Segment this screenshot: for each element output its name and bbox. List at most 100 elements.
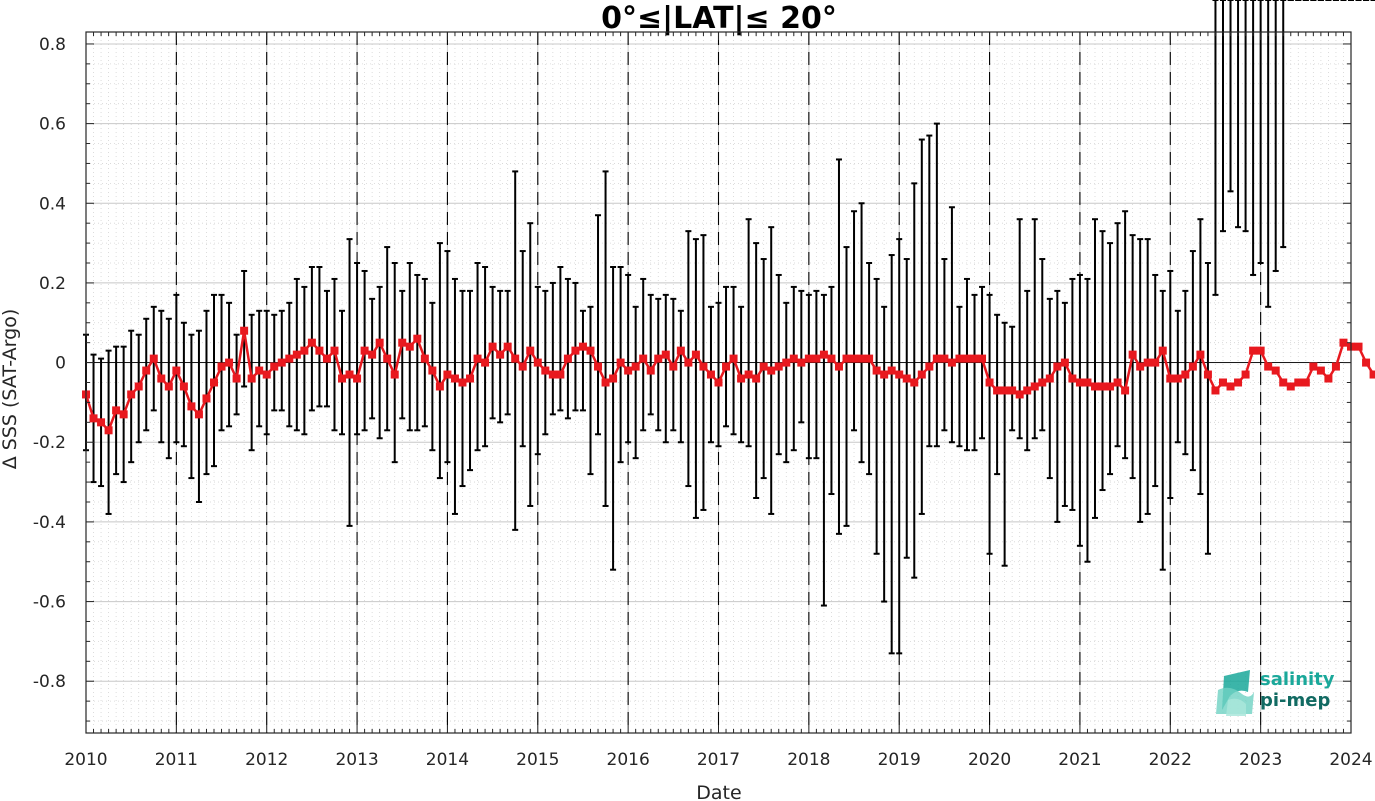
data-point	[240, 326, 249, 335]
data-point	[405, 342, 414, 351]
data-point	[1121, 386, 1130, 395]
data-point	[338, 374, 347, 383]
data-point	[910, 378, 919, 387]
data-point	[428, 366, 437, 375]
data-point	[563, 354, 572, 363]
data-point	[511, 354, 520, 363]
data-point	[895, 370, 904, 379]
data-point	[556, 370, 565, 379]
data-point	[639, 354, 648, 363]
data-point	[1075, 378, 1084, 387]
y-axis-label: Δ SSS (SAT-Argo)	[0, 309, 21, 469]
data-point	[503, 342, 512, 351]
x-tick-label: 2023	[1239, 750, 1282, 770]
data-point	[496, 350, 505, 359]
data-point	[232, 374, 241, 383]
data-point	[706, 370, 715, 379]
data-point	[127, 390, 136, 399]
data-point	[533, 358, 542, 367]
x-tick-label: 2020	[968, 750, 1011, 770]
data-point	[1106, 382, 1115, 391]
data-point	[1286, 382, 1295, 391]
data-point	[315, 346, 324, 355]
data-point	[586, 346, 595, 355]
data-point	[1008, 386, 1017, 395]
data-point	[194, 410, 203, 419]
data-point	[1083, 378, 1092, 387]
data-point	[1098, 382, 1107, 391]
data-point	[443, 370, 452, 379]
x-tick-label: 2017	[697, 750, 740, 770]
data-point	[970, 354, 979, 363]
data-point	[782, 358, 791, 367]
data-point	[1249, 346, 1258, 355]
x-tick-label: 2022	[1149, 750, 1192, 770]
data-point	[624, 366, 633, 375]
data-point	[1113, 378, 1122, 387]
data-point	[880, 370, 889, 379]
data-point	[646, 366, 655, 375]
data-point	[842, 354, 851, 363]
y-tick-label: -0.4	[33, 513, 66, 533]
data-point	[940, 354, 949, 363]
logo-wave-icon-3	[1226, 698, 1246, 716]
data-point	[699, 362, 708, 371]
data-point	[526, 346, 535, 355]
data-point	[691, 350, 700, 359]
data-point	[202, 394, 211, 403]
data-point	[164, 382, 173, 391]
data-point	[210, 378, 219, 387]
data-point	[270, 362, 279, 371]
y-tick-label: 0.2	[39, 274, 66, 294]
data-point	[850, 354, 859, 363]
data-point	[1136, 362, 1145, 371]
data-point	[978, 354, 987, 363]
data-point	[1053, 362, 1062, 371]
data-point	[1256, 346, 1265, 355]
x-tick-label: 2011	[155, 750, 198, 770]
y-tick-label: 0.4	[39, 194, 66, 214]
y-tick-label: 0.8	[39, 35, 66, 55]
data-point	[1309, 362, 1318, 371]
data-point	[112, 406, 121, 415]
series-layer	[82, 326, 1375, 435]
x-tick-label: 2019	[878, 750, 921, 770]
data-point	[1362, 358, 1371, 367]
data-point	[1294, 378, 1303, 387]
data-point	[1090, 382, 1099, 391]
salinity-pi-mep-logo: salinity pi-mep	[1216, 669, 1335, 716]
data-point	[669, 362, 678, 371]
x-axis-label: Date	[696, 782, 741, 801]
x-tick-label: 2013	[335, 750, 378, 770]
data-point	[1241, 370, 1250, 379]
data-point	[1173, 374, 1182, 383]
data-point	[1060, 358, 1069, 367]
data-point	[330, 346, 339, 355]
y-tick-label: -0.6	[33, 593, 66, 613]
data-point	[277, 358, 286, 367]
data-point	[902, 374, 911, 383]
data-point	[368, 350, 377, 359]
data-point	[1030, 382, 1039, 391]
data-point	[744, 370, 753, 379]
data-point	[488, 342, 497, 351]
data-point	[518, 362, 527, 371]
y-tick-label: -0.2	[33, 433, 66, 453]
data-point	[300, 346, 309, 355]
data-point	[684, 358, 693, 367]
data-point	[797, 358, 806, 367]
data-point	[142, 366, 151, 375]
data-point	[722, 362, 731, 371]
data-point	[89, 414, 98, 423]
data-point	[601, 378, 610, 387]
data-point	[292, 350, 301, 359]
data-point	[1211, 386, 1220, 395]
data-point	[661, 350, 670, 359]
data-point	[578, 342, 587, 351]
data-point	[1000, 386, 1009, 395]
data-point	[390, 370, 399, 379]
data-point	[322, 354, 331, 363]
data-point	[1068, 374, 1077, 383]
data-point	[1301, 378, 1310, 387]
